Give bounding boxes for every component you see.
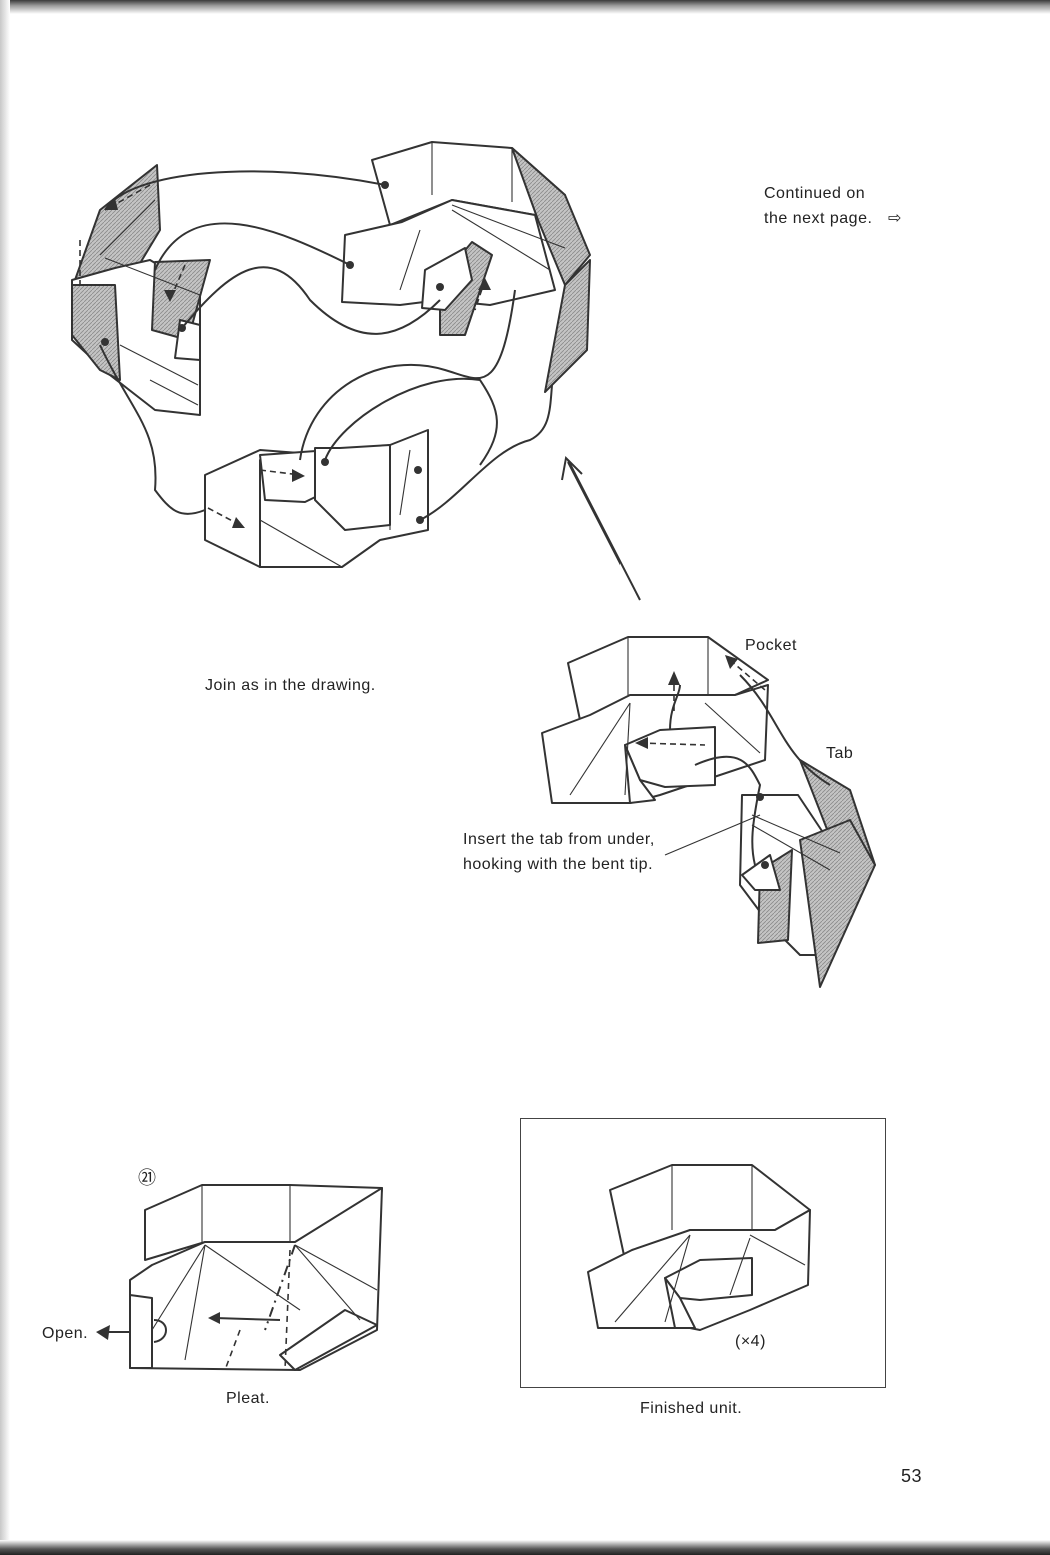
insert-note-line2: hooking with the bent tip. (463, 856, 654, 873)
page-left-edge (0, 0, 10, 1555)
page-top-edge (0, 0, 1050, 14)
step-number: ㉑ (138, 1168, 157, 1188)
finished-unit-diagram (580, 1160, 830, 1360)
finished-unit-frame (520, 1118, 886, 1388)
pocket-label: Pocket (745, 637, 797, 654)
step-21-diagram (90, 1180, 400, 1380)
continued-note-line2: the next page. (764, 210, 873, 227)
page-bottom-edge (0, 1540, 1050, 1555)
page-number: 53 (901, 1466, 923, 1486)
pleat-label: Pleat. (226, 1390, 270, 1407)
tab-label: Tab (826, 745, 854, 762)
tab-pocket-diagram (530, 625, 890, 995)
insert-note-line1: Insert the tab from under, (463, 831, 655, 848)
arrow-right-icon: ⇨ (888, 210, 902, 227)
join-caption: Join as in the drawing. (205, 677, 376, 694)
multiplier-label: (×4) (735, 1333, 766, 1350)
assembly-diagram (60, 130, 620, 590)
finished-caption: Finished unit. (640, 1400, 743, 1417)
open-label: Open. (42, 1325, 89, 1342)
continued-note-line1: Continued on (764, 185, 866, 202)
arrow-up-icon (500, 440, 650, 610)
